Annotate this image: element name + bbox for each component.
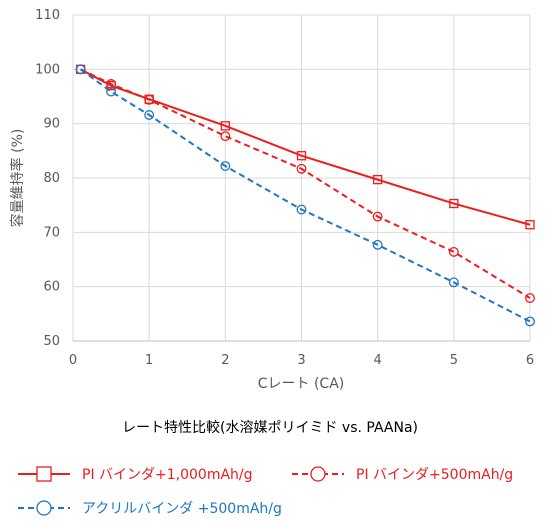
series-line-3 xyxy=(80,68,531,323)
data-point-series-2 xyxy=(372,211,383,222)
data-point-series-3 xyxy=(296,204,307,215)
x-tick-label: 2 xyxy=(221,353,229,368)
x-tick-label: 6 xyxy=(526,353,534,368)
data-point-series-1 xyxy=(373,174,383,185)
data-point-series-2 xyxy=(525,293,535,304)
x-tick-label: 1 xyxy=(145,353,153,368)
data-point-series-1 xyxy=(449,198,459,209)
legend-item-1: PI バインダ+1,000mAh/g xyxy=(18,466,253,483)
data-point-series-3 xyxy=(525,316,535,327)
x-tick-labels: 0 1 2 3 4 5 6 xyxy=(69,353,534,368)
legend-label: アクリルバインダ +500mAh/g xyxy=(82,501,282,517)
data-point-series-3 xyxy=(144,110,155,120)
data-point-series-2 xyxy=(448,246,459,257)
data-point-series-3 xyxy=(372,239,383,250)
y-tick-label: 60 xyxy=(43,280,60,295)
x-tick-label: 5 xyxy=(450,353,458,368)
y-tick-label: 110 xyxy=(35,8,60,23)
x-axis-title: Cレート (CA) xyxy=(258,376,345,392)
series-line-1 xyxy=(80,68,531,226)
data-point-series-2 xyxy=(144,94,155,105)
data-point-series-3 xyxy=(220,161,231,171)
y-tick-label: 90 xyxy=(43,117,60,132)
data-point-series-1 xyxy=(296,151,307,161)
data-point-series-1 xyxy=(525,220,535,230)
data-point-series-2 xyxy=(106,79,117,89)
data-point-series-3 xyxy=(448,277,459,288)
data-point-series-2 xyxy=(220,131,231,142)
series-lines xyxy=(80,68,531,323)
y-tick-labels: 50 60 70 80 90 100 110 xyxy=(35,8,60,349)
legend-label: PI バインダ+1,000mAh/g xyxy=(82,467,253,483)
legend: PI バインダ+1,000mAh/g PI バインダ+500mAh/g アクリルバイ… xyxy=(18,466,513,517)
x-tick-label: 0 xyxy=(69,353,77,368)
data-point-series-3 xyxy=(106,86,117,97)
x-tick-label: 4 xyxy=(374,353,382,368)
legend-label: PI バインダ+500mAh/g xyxy=(356,467,513,483)
series-markers xyxy=(75,64,535,327)
y-tick-label: 70 xyxy=(43,225,60,240)
y-tick-label: 80 xyxy=(43,171,60,186)
data-point-series-1 xyxy=(220,121,230,131)
legend-item-3: アクリルバインダ +500mAh/g xyxy=(18,500,282,517)
x-tick-label: 3 xyxy=(297,353,305,368)
legend-item-2: PI バインダ+500mAh/g xyxy=(292,466,513,483)
y-axis-title: 容量維持率 (%) xyxy=(9,129,26,228)
legend-marker-circle xyxy=(36,500,52,516)
data-point-series-2 xyxy=(296,163,307,174)
grid xyxy=(72,14,531,342)
y-tick-label: 50 xyxy=(43,334,60,349)
data-point-series-3 xyxy=(75,64,86,75)
legend-marker-circle xyxy=(310,466,326,482)
y-tick-label: 100 xyxy=(35,62,60,77)
legend-marker-square xyxy=(36,466,52,482)
series-line-2 xyxy=(80,68,531,299)
chart-title: レート特性比較(水溶媒ポリイミド vs. PAANa) xyxy=(122,420,418,436)
